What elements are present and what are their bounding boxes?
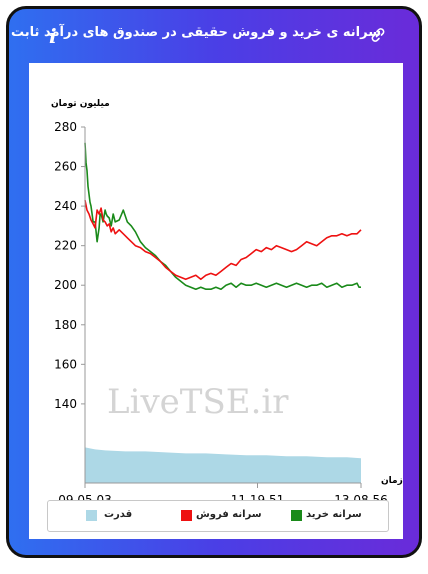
legend-swatch-sell [181, 510, 192, 521]
line-chart: LiveTSE.ir 14016018020022024026028009.05… [51, 99, 403, 507]
y-tick-label: 280 [54, 120, 77, 134]
series-line-sell [84, 200, 362, 281]
chart-header: سرانه ی خرید و فروش حقیقی در صندوق های د… [9, 9, 419, 63]
y-axis-label: میلیون تومان [51, 99, 110, 109]
legend-item-sell[interactable]: سرانه فروش [196, 509, 262, 520]
y-tick-label: 240 [54, 199, 77, 213]
link-icon[interactable] [370, 27, 386, 43]
chart-title: سرانه ی خرید و فروش حقیقی در صندوق های د… [11, 25, 381, 40]
y-tick-label: 260 [54, 160, 77, 174]
legend-swatch-power [86, 510, 97, 521]
x-axis-label: زمان [381, 476, 403, 486]
legend: سرانه خرید سرانه فروش قدرت [47, 500, 389, 532]
chart-card: سرانه ی خرید و فروش حقیقی در صندوق های د… [6, 6, 422, 558]
series-line-buy [84, 142, 361, 290]
y-tick-label: 160 [54, 357, 77, 371]
legend-item-power[interactable]: قدرت [104, 509, 133, 520]
watermark: LiveTSE.ir [107, 382, 289, 422]
y-tick-label: 220 [54, 239, 77, 253]
legend-swatch-buy [291, 510, 302, 521]
legend-item-buy[interactable]: سرانه خرید [306, 509, 362, 520]
series-area-power [85, 447, 361, 483]
y-tick-label: 140 [54, 397, 77, 411]
y-tick-label: 180 [54, 318, 77, 332]
plot-area: LiveTSE.ir 14016018020022024026028009.05… [29, 63, 403, 539]
info-icon[interactable]: i [49, 24, 57, 48]
y-tick-label: 200 [54, 278, 77, 292]
